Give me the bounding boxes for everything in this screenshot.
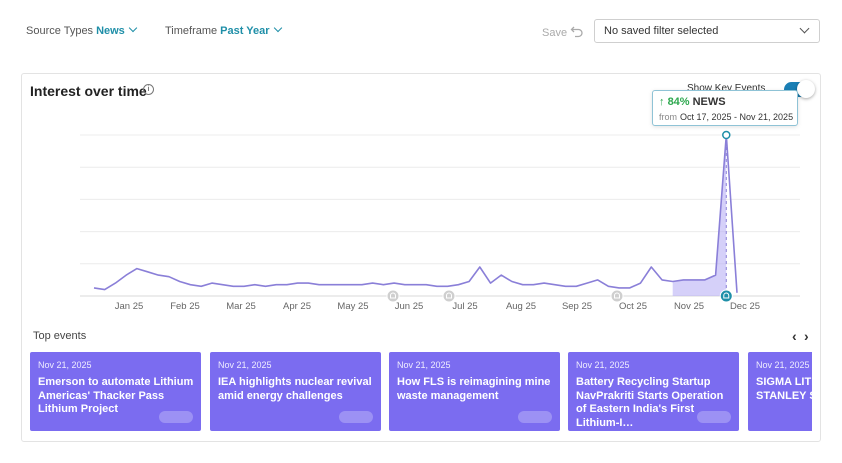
card-title: Interest over time — [30, 83, 147, 99]
saved-filter-select[interactable]: No saved filter selected — [594, 19, 820, 43]
interest-line-chart: Jan 25 Feb 25 Mar 25 Apr 25 May 25 Jun 25 Jul … — [80, 130, 800, 312]
peak-tooltip: ↑ 84% NEWS from Oct 17, 2025 - Nov 21, 202… — [652, 90, 798, 126]
saved-filter-value: No saved filter selected — [604, 25, 719, 37]
event-date: Nov 21, 2025 — [576, 360, 630, 370]
event-card[interactable]: Nov 21, 2025 Battery Recycling Startup N… — [568, 352, 739, 431]
event-marker-icon — [610, 289, 624, 303]
event-date: Nov 21, 2025 — [756, 360, 810, 370]
next-events-button[interactable]: › — [804, 328, 809, 344]
series-line — [93, 134, 738, 293]
x-axis-tick-label: Oct 25 — [619, 301, 647, 312]
toggle-knob[interactable] — [797, 80, 815, 98]
top-events-carousel: Nov 21, 2025 Emerson to automate Lithium… — [30, 352, 812, 432]
chevron-down-icon[interactable] — [273, 23, 282, 33]
chevron-down-icon[interactable] — [128, 23, 138, 33]
x-axis-tick-label: Jun 25 — [395, 301, 424, 312]
tooltip-headline: ↑ 84% NEWS — [659, 96, 726, 108]
event-card[interactable]: Nov 21, 2025 SIGMA LITHIUM MORGAN STANLE… — [748, 352, 812, 431]
bell-icon — [723, 292, 730, 299]
event-headline[interactable]: How FLS is reimagining mine waste manage… — [397, 376, 551, 402]
save-button[interactable]: Save — [542, 27, 568, 39]
event-decoration — [697, 411, 731, 423]
tooltip-from-label: from — [659, 112, 677, 122]
event-headline[interactable]: Emerson to automate Lithium Americas' Th… — [38, 376, 194, 415]
event-headline[interactable]: IEA highlights nuclear revival amid ener… — [218, 376, 372, 402]
x-axis-tick-label: Mar 25 — [226, 301, 256, 312]
filter-bar: Source Types News Timeframe Past Year Save… — [0, 0, 842, 62]
event-date: Nov 21, 2025 — [218, 360, 272, 370]
event-headline[interactable]: SIGMA LITHIUM MORGAN STANLEY SECURITY I — [756, 376, 812, 402]
timeframe-filter[interactable]: Timeframe Past Year — [165, 23, 282, 37]
tooltip-percent: 84% — [667, 96, 690, 108]
undo-icon[interactable] — [570, 24, 584, 38]
arrow-up-icon: ↑ — [659, 96, 665, 108]
x-axis-tick-label: Jul 25 — [452, 301, 477, 312]
top-events-label: Top events — [33, 330, 87, 342]
chevron-down-icon[interactable] — [799, 23, 810, 34]
x-axis-tick-label: Aug 25 — [506, 301, 536, 312]
source-types-value[interactable]: News — [96, 25, 125, 37]
source-types-label: Source Types — [26, 25, 94, 37]
event-marker-icon — [442, 289, 456, 303]
timeframe-value[interactable]: Past Year — [220, 25, 270, 37]
highlight-area — [672, 135, 727, 296]
event-marker-icon — [719, 289, 733, 303]
event-date: Nov 21, 2025 — [397, 360, 451, 370]
tooltip-range: from Oct 17, 2025 - Nov 21, 2025 — [659, 112, 793, 122]
event-decoration — [518, 411, 552, 423]
bell-icon — [614, 292, 620, 299]
show-key-events-label: Show Key Events — [687, 83, 766, 94]
x-axis-tick-label: Apr 25 — [283, 301, 311, 312]
source-types-filter[interactable]: Source Types News — [26, 23, 138, 37]
bell-icon — [390, 292, 396, 299]
x-axis-tick-label: Feb 25 — [170, 301, 200, 312]
event-marker-icon — [386, 289, 400, 303]
info-icon[interactable]: i — [143, 84, 154, 95]
event-card[interactable]: Nov 21, 2025 How FLS is reimagining mine… — [389, 352, 560, 431]
event-decoration — [159, 411, 193, 423]
x-axis-tick-label: May 25 — [337, 301, 368, 312]
interest-over-time-card: Interest over time i Show Key Events Jan… — [21, 73, 821, 442]
bell-icon — [446, 292, 452, 299]
event-headline[interactable]: Battery Recycling Startup NavPrakriti St… — [576, 376, 724, 429]
prev-events-button[interactable]: ‹ — [792, 328, 797, 344]
peak-point — [722, 130, 731, 140]
x-axis-tick-label: Sep 25 — [562, 301, 592, 312]
event-card[interactable]: Nov 21, 2025 IEA highlights nuclear revi… — [210, 352, 381, 431]
event-decoration — [339, 411, 373, 423]
event-card[interactable]: Nov 21, 2025 Emerson to automate Lithium… — [30, 352, 201, 431]
tooltip-source: NEWS — [692, 96, 726, 108]
event-date: Nov 21, 2025 — [38, 360, 92, 370]
tooltip-date-range: Oct 17, 2025 - Nov 21, 2025 — [680, 112, 794, 122]
x-axis-tick-label: Dec 25 — [730, 301, 760, 312]
x-axis-tick-label: Jan 25 — [115, 301, 144, 312]
x-axis-tick-label: Nov 25 — [674, 301, 704, 312]
timeframe-label: Timeframe — [165, 25, 218, 37]
